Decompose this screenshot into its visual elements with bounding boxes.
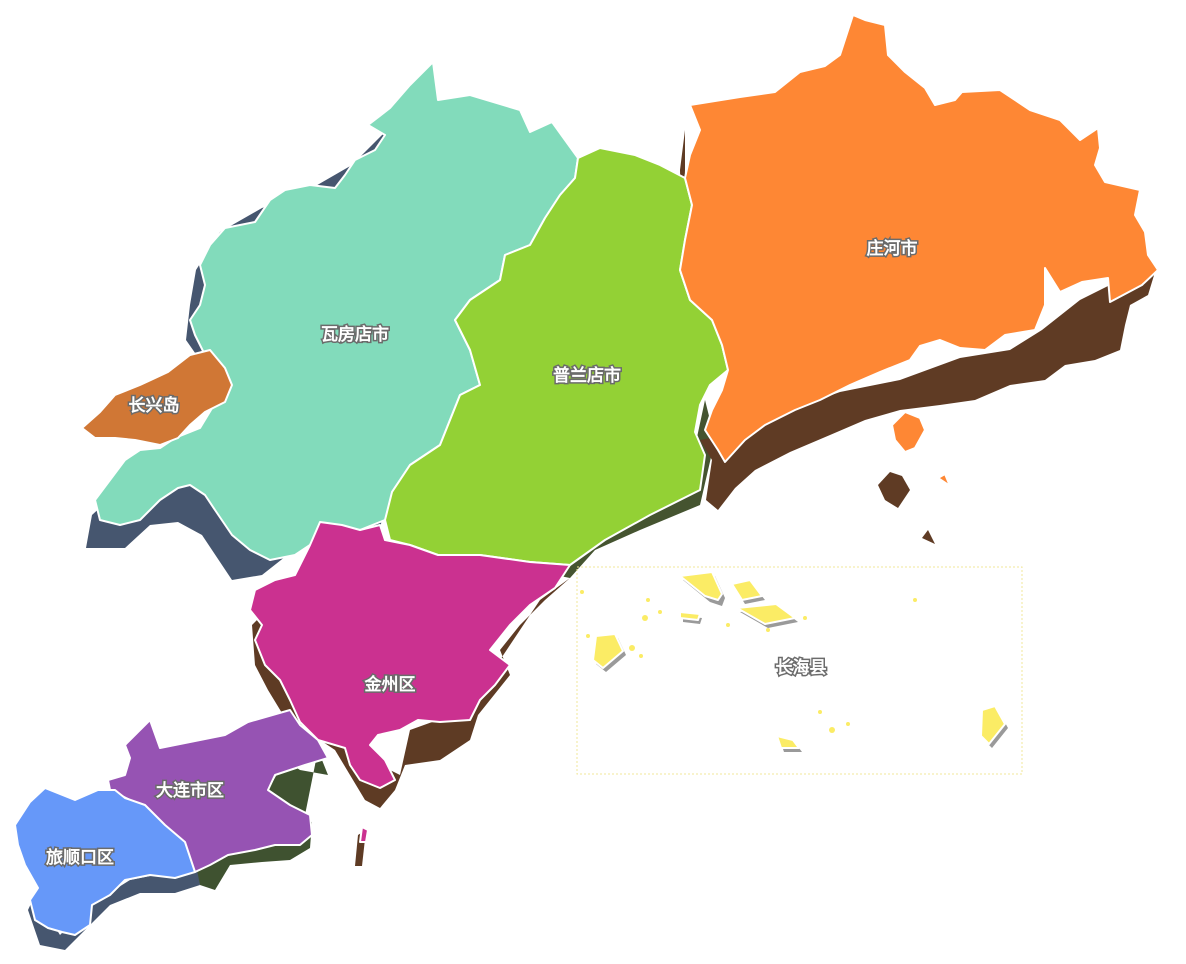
jinzhou-shadow [252, 578, 570, 808]
region-labels: 瓦房店市 长兴岛 普兰店市 庄河市 金州区 大连市区 旅顺口区 长海县 [45, 237, 920, 870]
label-lushun[interactable]: 旅顺口区 [45, 846, 116, 870]
region-jinzhou[interactable] [249, 521, 571, 789]
region-jinzhou-small-island[interactable] [359, 826, 369, 843]
region-changxingdao[interactable] [81, 349, 233, 446]
changhai-island-3[interactable] [736, 603, 796, 625]
zhuanghe-island-3[interactable] [937, 473, 951, 487]
region-zhuanghe[interactable] [679, 14, 1159, 463]
zhuanghe-island-4-shadow [922, 530, 935, 544]
changhai-island-4[interactable] [679, 611, 701, 621]
changhai-island-7[interactable] [776, 735, 800, 749]
changhai-island-6[interactable] [980, 705, 1006, 745]
changhai-island-1[interactable] [679, 571, 723, 601]
label-changxingdao[interactable]: 长兴岛 [127, 394, 181, 418]
label-pulandian[interactable]: 普兰店市 [552, 364, 623, 388]
zhuanghe-shadow [680, 130, 1155, 510]
changhai-island-2[interactable] [731, 579, 763, 601]
label-changhai[interactable]: 长海县 [774, 656, 828, 680]
zhuanghe-island-1[interactable] [891, 411, 926, 453]
region-lushun[interactable] [14, 787, 196, 936]
label-jinzhou[interactable]: 金州区 [362, 673, 417, 697]
zhuanghe-island-2-shadow [878, 472, 910, 508]
label-zhuanghe[interactable]: 庄河市 [865, 237, 919, 261]
changhai-island-tops[interactable] [580, 571, 1006, 749]
changhai-islands [576, 566, 1023, 775]
region-top-faces [14, 14, 1159, 936]
changhai-extent-frame [576, 566, 1023, 775]
label-wafangdian[interactable]: 瓦房店市 [320, 323, 391, 347]
label-dalian-urban[interactable]: 大连市区 [155, 779, 226, 803]
changhai-island-5[interactable] [592, 633, 624, 669]
